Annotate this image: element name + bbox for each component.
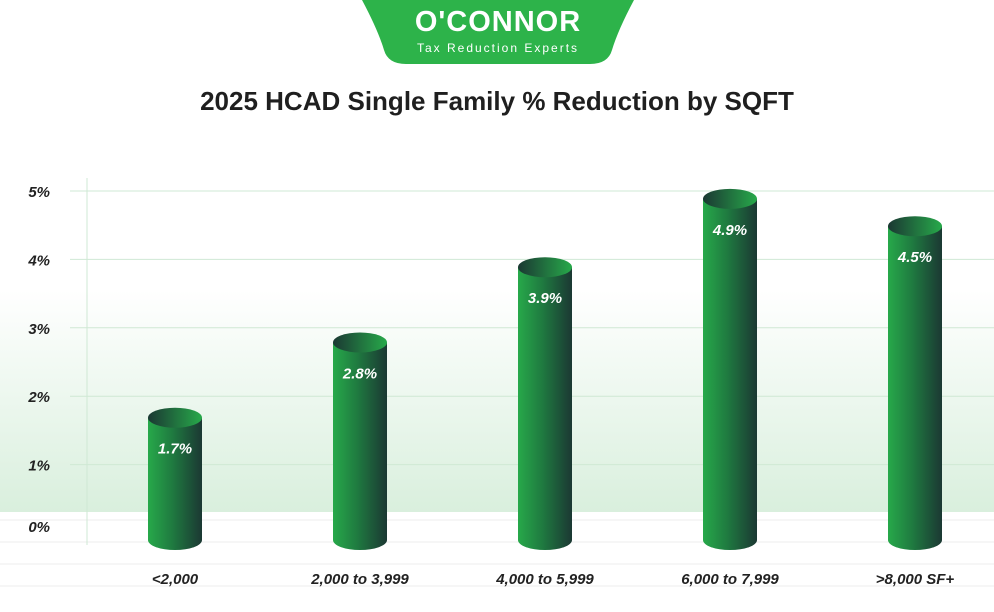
bar-body: [703, 198, 757, 540]
x-tick-label: 2,000 to 3,999: [310, 571, 409, 588]
bar-body: [333, 342, 387, 540]
bar: 3.9%: [518, 257, 572, 550]
logo-name: O'CONNOR: [414, 6, 582, 38]
y-tick-label: 0%: [28, 519, 50, 536]
y-tick-label: 3%: [28, 321, 50, 338]
logo-banner: [362, 0, 634, 64]
x-tick-label: >8,000 SF+: [876, 571, 955, 588]
data-label: 1.7%: [158, 441, 192, 458]
bar: 4.5%: [888, 216, 942, 550]
bar: 4.9%: [703, 188, 757, 550]
logo: O'CONNOR Tax Reduction Experts: [362, 0, 634, 64]
bar-top: [333, 332, 387, 353]
bar-top: [703, 188, 757, 209]
bar-bottom: [888, 530, 942, 550]
data-label: 4.5%: [897, 249, 932, 266]
bar-body: [518, 267, 572, 540]
y-tick-label: 5%: [28, 184, 50, 201]
data-label: 3.9%: [528, 290, 562, 307]
bar-bottom: [333, 530, 387, 550]
bar-body: [888, 226, 942, 540]
bar-bottom: [703, 530, 757, 550]
bar-top: [518, 257, 572, 278]
bar-top: [888, 216, 942, 237]
x-tick-label: 6,000 to 7,999: [681, 571, 779, 588]
data-label: 4.9%: [712, 222, 747, 239]
chart-title: 2025 HCAD Single Family % Reduction by S…: [200, 86, 794, 116]
y-tick-label: 2%: [27, 389, 50, 406]
bar-bottom: [148, 530, 202, 550]
bar-top: [148, 407, 202, 428]
bar: 2.8%: [333, 332, 387, 550]
data-label: 2.8%: [342, 365, 377, 382]
bar-bottom: [518, 530, 572, 550]
x-tick-label: 4,000 to 5,999: [495, 571, 594, 588]
bar: 1.7%: [148, 407, 202, 550]
y-tick-label: 4%: [27, 252, 50, 269]
logo-tagline: Tax Reduction Experts: [416, 41, 580, 55]
bar-body: [148, 417, 202, 540]
x-tick-label: <2,000: [152, 571, 199, 588]
y-tick-label: 1%: [28, 458, 50, 475]
